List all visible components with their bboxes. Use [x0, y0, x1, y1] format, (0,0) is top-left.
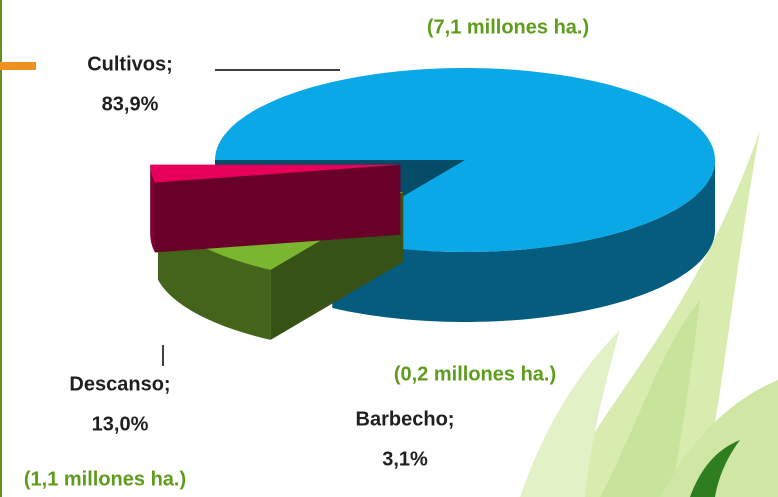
value-label: 3,1% [382, 448, 428, 470]
category-label: Descanso; [69, 373, 170, 395]
category-label: Barbecho; [356, 408, 455, 430]
annotation: (0,2 millones ha.) [394, 363, 556, 385]
annotation: (1,1 millones ha.) [24, 468, 186, 490]
orange-accent [0, 62, 36, 70]
category-label: Cultivos; [87, 53, 173, 75]
annotation: (7,1 millones ha.) [427, 16, 589, 38]
value-label: 13,0% [92, 413, 149, 435]
pie [150, 68, 715, 340]
value-label: 83,9% [102, 93, 159, 115]
chart: Cultivos; 83,9% Descanso; 13,0% Barbecho; 3,1… [0, 0, 778, 497]
